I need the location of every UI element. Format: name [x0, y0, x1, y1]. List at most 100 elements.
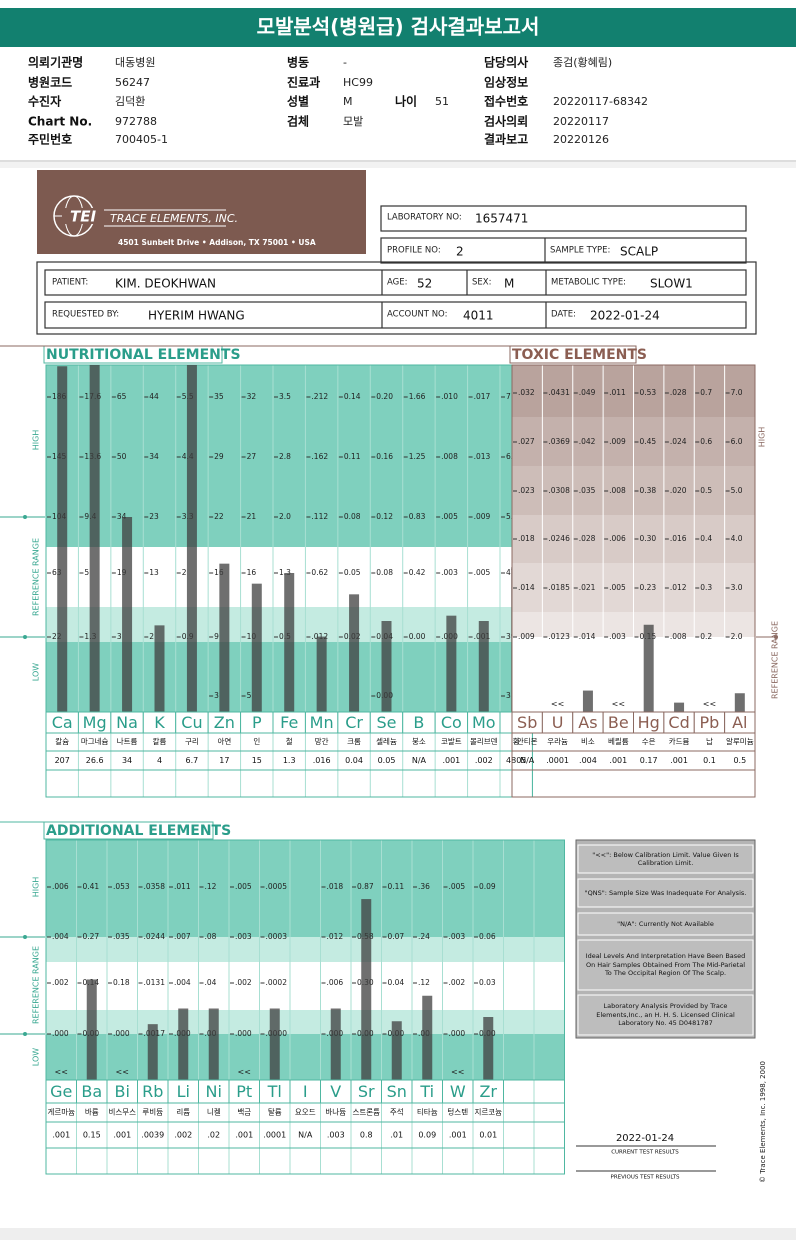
info-label: 나이 [395, 94, 417, 109]
scale-label: .005 [441, 512, 458, 521]
scale-label: 1.25 [409, 452, 426, 461]
element-name: 황 [513, 736, 520, 746]
range-marker-dot [23, 935, 27, 939]
scale-label: .006 [609, 534, 626, 543]
element-symbol: Ge [50, 1082, 72, 1101]
field-value: SCALP [620, 245, 658, 259]
legend-cell [577, 994, 754, 1036]
scale-label: 0.08 [344, 512, 361, 521]
scale-label: .042 [579, 437, 596, 446]
range-label: REFERENCE RANGE [32, 538, 41, 616]
report-title: 모발분석(병원급) 검사결과보고서 [257, 15, 540, 39]
legend-note: "<<": Below Calibration Limit. Value Giv… [592, 850, 739, 867]
element-symbol: I [303, 1082, 308, 1101]
range-band [46, 937, 565, 962]
element-symbol: Fe [280, 713, 298, 732]
field-label: PATIENT: [52, 278, 88, 288]
scale-label: .0123 [548, 632, 570, 641]
info-label: 임상정보 [484, 75, 528, 90]
scale-label: .0246 [548, 534, 570, 543]
scale-label: 50 [117, 452, 127, 461]
scale-label: .005 [449, 882, 466, 891]
scale-label: 0.00 [409, 632, 426, 641]
element-name: 코발트 [441, 737, 462, 746]
title-bar [0, 8, 796, 47]
scale-label: 23 [149, 512, 159, 521]
element-value: .0001 [263, 1131, 286, 1140]
previous-label: PREVIOUS TEST RESULTS [611, 1175, 681, 1181]
legend-note: "N/A": Currently Not Available [617, 919, 714, 928]
element-value: .002 [475, 756, 493, 765]
element-value: 0.17 [640, 756, 658, 765]
field-label: REQUESTED BY: [52, 310, 119, 320]
scale-label: 0.41 [83, 882, 100, 891]
scale-label: .012 [670, 583, 687, 592]
field-label: SEX: [472, 278, 491, 288]
scale-label: .013 [474, 452, 491, 461]
element-name: 카드뮴 [669, 737, 690, 746]
range-band [46, 1010, 565, 1034]
result-bar [219, 563, 230, 712]
info-label: 담당의사 [484, 55, 528, 70]
element-symbol: Sb [517, 713, 537, 732]
scale-label: 32 [247, 392, 257, 401]
element-name: 리튬 [176, 1108, 190, 1117]
element-name: 칼륨 [153, 737, 167, 746]
legend-note-box: Ideal Levels And Interpretation Have Bee… [585, 952, 746, 978]
scale-label: .0369 [548, 437, 570, 446]
info-value: 700405-1 [115, 133, 168, 146]
info-label: 의뢰기관명 [28, 55, 83, 70]
field-value: KIM. DEOKHWAN [115, 277, 216, 291]
lab-fields: LABORATORY NO: 1657471 PROFILE NO: 2 SAMPLE … [52, 212, 693, 323]
scale-label: .011 [174, 882, 191, 891]
scale-label: .000 [52, 1029, 69, 1038]
element-name: 티타늄 [417, 1108, 438, 1117]
range-label: LOW [32, 663, 41, 681]
calibration-flag: << [703, 700, 716, 709]
scale-label: .04 [205, 978, 217, 987]
scale-label: 5.0 [731, 486, 743, 495]
scale-label: .049 [579, 388, 596, 397]
result-bar [251, 583, 262, 712]
scale-label: 0.27 [83, 932, 100, 941]
element-name: 철 [286, 736, 293, 746]
scale-label: 16 [214, 568, 224, 577]
element-value: 4805 [506, 756, 526, 765]
calibration-flag: << [238, 1068, 251, 1077]
element-symbol: Tl [267, 1082, 282, 1101]
legend-note-box: "<<": Below Calibration Limit. Value Giv… [592, 850, 739, 867]
result-bar [582, 690, 593, 712]
scale-label: 0.18 [113, 978, 130, 987]
company-address: 4501 Sunbelt Drive • Addison, TX 75001 •… [118, 238, 316, 247]
scale-label: 0.20 [376, 392, 393, 401]
result-bar [284, 573, 295, 712]
element-symbol: As [578, 713, 597, 732]
result-bar [734, 693, 745, 712]
field-box [44, 301, 747, 329]
element-value: .001 [442, 756, 460, 765]
element-value: 17 [219, 756, 229, 765]
result-bar [316, 636, 327, 712]
scale-label: 2.0 [279, 512, 291, 521]
scale-label: .000 [449, 1029, 466, 1038]
element-symbol: Ca [52, 713, 73, 732]
element-value: 0.05 [378, 756, 396, 765]
scale-label: .012 [327, 932, 344, 941]
legend-note: Ideal Levels And Interpretation Have Bee… [585, 952, 746, 978]
scale-label: 10 [247, 632, 257, 641]
scale-label: 0.53 [640, 388, 657, 397]
field-value: 52 [417, 277, 432, 291]
field-value: 1657471 [475, 212, 528, 226]
element-value: 0.15 [83, 1131, 101, 1140]
element-symbol: Ni [206, 1082, 222, 1101]
element-value: .001 [113, 1131, 131, 1140]
info-label: 병동 [287, 55, 309, 70]
section-title: TOXIC ELEMENTS [512, 347, 647, 363]
element-name: 바나듐 [325, 1107, 346, 1117]
scale-label: 22 [214, 512, 224, 521]
element-value: 0.09 [418, 1131, 436, 1140]
scale-label: 0.23 [640, 583, 657, 592]
legend-cell [577, 844, 754, 874]
element-name: 구리 [185, 737, 199, 746]
